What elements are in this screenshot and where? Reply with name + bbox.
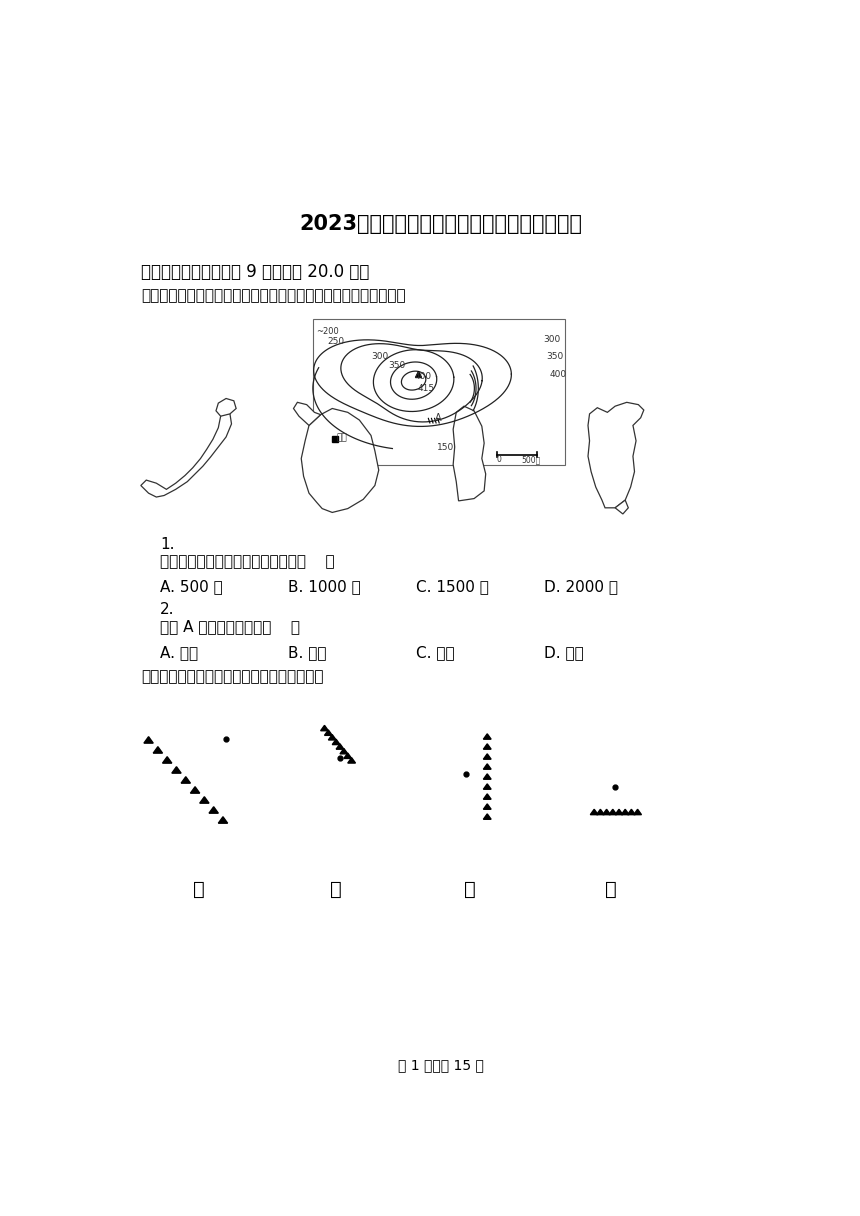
Text: C. 山谷: C. 山谷: [416, 644, 455, 660]
Text: 1.: 1.: [160, 537, 175, 552]
Polygon shape: [344, 753, 352, 759]
Polygon shape: [621, 810, 629, 815]
Text: 甲村: 甲村: [337, 433, 347, 443]
Polygon shape: [190, 787, 200, 793]
Polygon shape: [141, 409, 231, 497]
Text: 一、单选题（本大题共 9 小题，共 20.0 分）: 一、单选题（本大题共 9 小题，共 20.0 分）: [141, 263, 369, 281]
Text: 丙: 丙: [464, 879, 476, 899]
Polygon shape: [483, 744, 491, 749]
Text: 图中甲村与山顶的直线距离可能是（    ）: 图中甲村与山顶的直线距离可能是（ ）: [160, 554, 335, 569]
Text: 300: 300: [371, 353, 388, 361]
Text: 250: 250: [328, 337, 345, 345]
Bar: [313, 319, 565, 466]
Polygon shape: [483, 814, 491, 820]
Polygon shape: [321, 726, 329, 731]
Polygon shape: [483, 794, 491, 799]
Text: 400: 400: [550, 370, 567, 379]
Polygon shape: [615, 500, 629, 514]
Polygon shape: [590, 810, 598, 815]
Text: ~200: ~200: [316, 327, 339, 337]
Polygon shape: [200, 796, 209, 804]
Text: 2.: 2.: [160, 602, 175, 617]
Polygon shape: [181, 777, 190, 783]
Text: 400: 400: [415, 372, 432, 381]
Text: C. 1500 米: C. 1500 米: [416, 579, 488, 593]
Text: 丁: 丁: [605, 879, 617, 899]
Text: D. 2000 米: D. 2000 米: [544, 579, 617, 593]
Text: B. 鞍部: B. 鞍部: [288, 644, 327, 660]
Polygon shape: [588, 402, 644, 508]
Polygon shape: [597, 810, 605, 815]
Polygon shape: [329, 734, 336, 741]
Polygon shape: [216, 399, 237, 416]
Polygon shape: [483, 754, 491, 759]
Text: 如图为我国四省区轮廓图。据此完成各小题。: 如图为我国四省区轮廓图。据此完成各小题。: [141, 670, 323, 685]
Polygon shape: [301, 409, 378, 512]
Polygon shape: [293, 402, 321, 426]
Polygon shape: [634, 810, 642, 815]
Polygon shape: [336, 744, 344, 749]
Polygon shape: [483, 764, 491, 770]
Text: 等高线地形图可以帮助人们正确认识地形地貌。据此完成各小题。: 等高线地形图可以帮助人们正确认识地形地貌。据此完成各小题。: [141, 288, 405, 303]
Text: 乙: 乙: [330, 879, 342, 899]
Polygon shape: [144, 737, 153, 743]
Polygon shape: [153, 747, 163, 753]
Polygon shape: [163, 756, 172, 764]
Polygon shape: [340, 748, 347, 754]
Text: 2023年四川省南充市嘉陵区中考地理二模试卷: 2023年四川省南充市嘉陵区中考地理二模试卷: [299, 214, 582, 233]
Text: 150: 150: [437, 443, 454, 452]
Text: A: A: [435, 412, 442, 423]
Polygon shape: [324, 730, 332, 736]
Polygon shape: [483, 733, 491, 739]
Polygon shape: [218, 817, 228, 823]
Polygon shape: [628, 810, 636, 815]
Polygon shape: [209, 806, 218, 814]
Polygon shape: [483, 784, 491, 789]
Polygon shape: [615, 810, 623, 815]
Text: A. 500 米: A. 500 米: [160, 579, 223, 593]
Polygon shape: [453, 406, 486, 501]
Text: 415: 415: [417, 384, 434, 394]
Text: 图中 A 处的地形部位是（    ）: 图中 A 处的地形部位是（ ）: [160, 619, 300, 634]
Text: 350: 350: [546, 353, 563, 361]
Polygon shape: [609, 810, 617, 815]
Text: 甲: 甲: [194, 879, 205, 899]
Text: 300: 300: [543, 336, 561, 344]
Text: B. 1000 米: B. 1000 米: [288, 579, 361, 593]
Polygon shape: [483, 804, 491, 810]
Text: A. 陡崖: A. 陡崖: [160, 644, 199, 660]
Polygon shape: [332, 739, 340, 744]
Text: 0: 0: [496, 455, 501, 465]
Text: 350: 350: [388, 361, 405, 371]
Text: 第 1 页，共 15 页: 第 1 页，共 15 页: [398, 1058, 483, 1073]
Polygon shape: [172, 767, 181, 773]
Polygon shape: [347, 758, 355, 764]
Text: D. 山脊: D. 山脊: [544, 644, 584, 660]
Polygon shape: [483, 773, 491, 779]
Text: 500米: 500米: [521, 455, 541, 465]
Polygon shape: [603, 810, 611, 815]
